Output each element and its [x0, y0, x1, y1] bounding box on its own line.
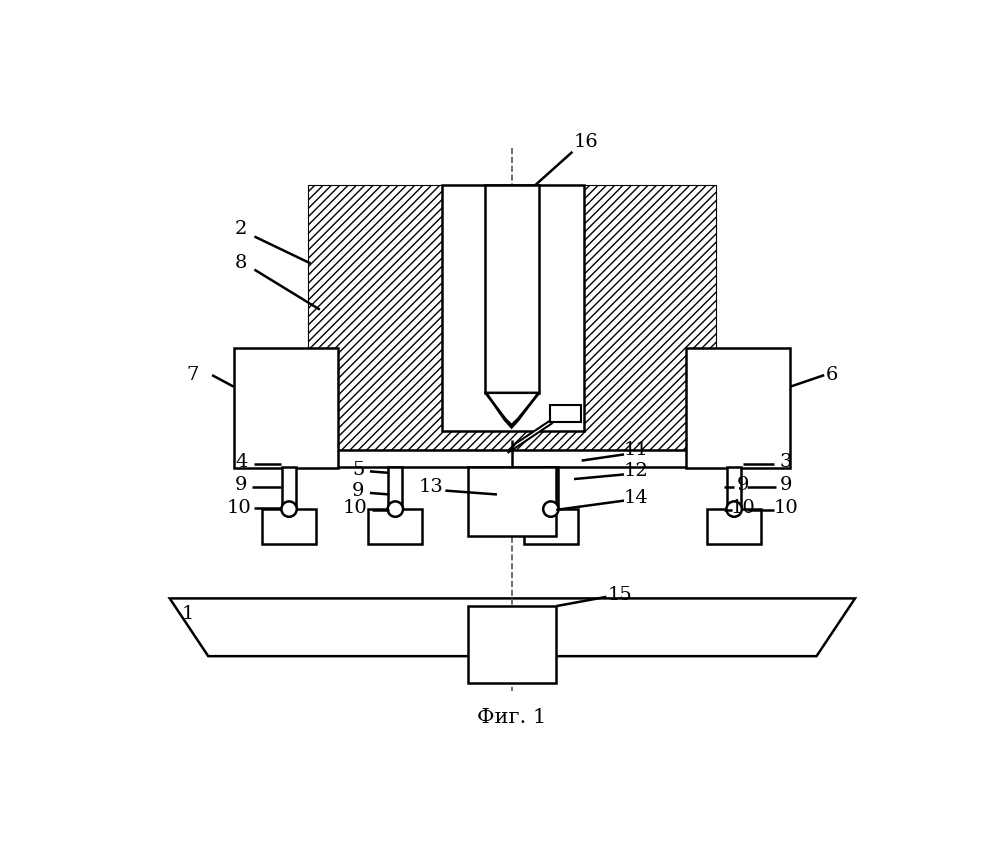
Text: 13: 13	[420, 477, 444, 496]
Text: 1: 1	[181, 605, 194, 622]
Bar	[278, 449, 747, 466]
Text: 2: 2	[235, 220, 248, 237]
Text: 9: 9	[779, 477, 792, 494]
Text: 9: 9	[352, 483, 365, 500]
Text: 11: 11	[623, 441, 648, 459]
Bar	[389, 466, 403, 509]
Text: 9: 9	[235, 477, 248, 494]
Bar	[550, 405, 580, 422]
Bar	[369, 509, 423, 544]
Circle shape	[282, 501, 297, 516]
Bar	[442, 185, 584, 432]
Text: Фиг. 1: Фиг. 1	[477, 708, 546, 728]
Text: 10: 10	[227, 499, 252, 517]
Bar	[282, 466, 296, 509]
Text: 9: 9	[737, 477, 749, 494]
Text: 6: 6	[826, 366, 838, 384]
Polygon shape	[170, 599, 855, 656]
Text: 8: 8	[235, 254, 248, 272]
Polygon shape	[507, 415, 559, 453]
Circle shape	[726, 501, 742, 516]
Text: 15: 15	[607, 586, 632, 604]
Bar	[543, 466, 557, 509]
Text: 10: 10	[342, 499, 367, 517]
Bar	[486, 185, 539, 393]
Bar	[727, 466, 741, 509]
Text: 4: 4	[235, 453, 248, 471]
Text: 12: 12	[623, 462, 648, 480]
Circle shape	[388, 501, 403, 516]
Text: 14: 14	[623, 489, 648, 507]
Bar	[686, 349, 790, 467]
Text: 10: 10	[731, 499, 756, 517]
Bar	[707, 509, 761, 544]
Polygon shape	[487, 393, 538, 427]
Bar	[468, 606, 556, 683]
Bar	[468, 466, 556, 536]
Bar	[262, 509, 316, 544]
Circle shape	[543, 501, 558, 516]
Text: 5: 5	[353, 460, 365, 479]
Text: 3: 3	[779, 453, 792, 471]
Text: 16: 16	[573, 133, 597, 151]
Text: 10: 10	[773, 499, 798, 517]
Bar	[523, 509, 577, 544]
Bar	[309, 185, 716, 449]
Text: 7: 7	[187, 366, 199, 384]
Bar	[234, 349, 338, 467]
